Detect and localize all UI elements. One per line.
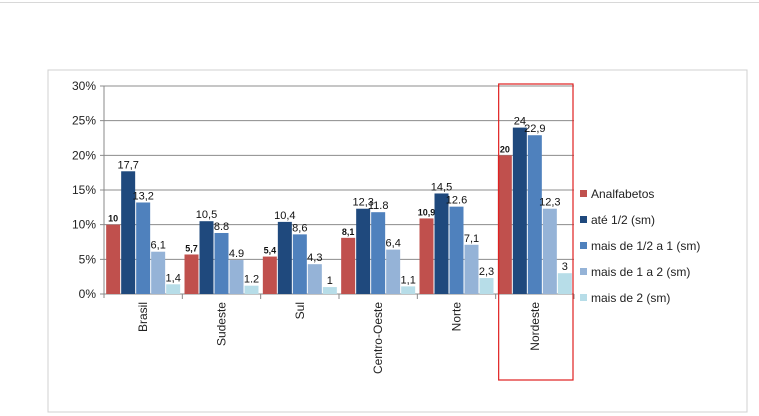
data-label: 1 <box>327 275 333 287</box>
legend-swatch <box>580 190 587 197</box>
data-label: 4.9 <box>229 248 244 260</box>
data-label: 12.6 <box>446 195 467 207</box>
data-label: 12,3 <box>539 197 560 209</box>
data-label: 22,9 <box>524 123 545 135</box>
x-axis: Brasil Sudeste Sul Centro-Oeste Norte Nordest… <box>136 294 575 374</box>
bar <box>136 202 151 294</box>
bar <box>542 208 557 294</box>
bar <box>121 171 136 294</box>
data-label: 6,4 <box>386 238 401 250</box>
data-label: 10,4 <box>274 210 295 222</box>
bar <box>419 218 434 294</box>
legend-label: mais de 2 (sm) <box>591 291 670 305</box>
data-label: 13,2 <box>132 190 153 202</box>
bar <box>557 273 572 294</box>
y-tick-label: 20% <box>72 148 96 162</box>
bar <box>464 244 479 294</box>
data-label: 10,9 <box>418 207 436 217</box>
bar <box>277 221 292 294</box>
legend-label: até 1/2 (sm) <box>591 213 655 227</box>
data-label: 12,3 <box>352 197 373 209</box>
legend-label: Analfabetos <box>591 187 654 201</box>
bar <box>386 249 401 294</box>
legend-swatch <box>580 294 587 301</box>
y-tick-label: 30% <box>72 79 96 93</box>
data-label: 24 <box>514 116 526 128</box>
highlight-box <box>498 83 574 381</box>
data-label: 10,5 <box>196 209 217 221</box>
legend-swatch <box>580 268 587 275</box>
data-label: 2,3 <box>479 266 494 278</box>
bar <box>106 224 121 294</box>
bar <box>434 193 449 294</box>
bar <box>184 254 199 294</box>
highlight <box>498 83 574 381</box>
y-axis: 0% 5% 10% 15% 20% 25% 30% <box>72 79 105 301</box>
bar <box>527 135 542 294</box>
legend-swatch <box>580 216 587 223</box>
data-label: 5,7 <box>185 243 198 253</box>
bar <box>341 237 356 294</box>
data-label: 4,3 <box>307 252 322 264</box>
x-category-label: Sul <box>293 302 307 319</box>
bar <box>322 287 337 294</box>
data-label: 11.8 <box>368 200 389 212</box>
data-label: 8,6 <box>292 222 307 234</box>
x-category-label: Brasil <box>136 302 150 332</box>
bar <box>244 285 259 294</box>
bar <box>371 212 386 294</box>
data-label: 1,4 <box>166 272 181 284</box>
bar <box>151 251 166 294</box>
bar <box>356 208 371 294</box>
bar <box>166 284 181 294</box>
y-tick-label: 10% <box>72 218 96 232</box>
data-label: 20 <box>500 144 510 154</box>
data-label: 3 <box>562 261 568 273</box>
gridlines <box>100 85 574 295</box>
x-category-label: Nordeste <box>528 302 542 351</box>
bar <box>292 234 307 294</box>
legend-label: mais de 1 a 2 (sm) <box>591 265 690 279</box>
bars: 1017,713,26,11,45,710,58.84.91.25,410,48… <box>106 116 572 294</box>
data-label: 7,1 <box>464 233 479 245</box>
data-label: 1,1 <box>401 274 416 286</box>
bar <box>449 206 464 294</box>
x-category-label: Sudeste <box>215 302 229 346</box>
bar <box>214 232 229 294</box>
data-label: 8,1 <box>342 227 355 237</box>
y-tick-label: 0% <box>79 287 97 301</box>
data-label: 14,5 <box>431 181 452 193</box>
x-category-label: Centro-Oeste <box>371 302 385 374</box>
legend-swatch <box>580 242 587 249</box>
bar <box>401 286 416 294</box>
bar <box>262 256 277 294</box>
legend: Analfabetos até 1/2 (sm) mais de 1/2 a 1 (… <box>580 187 700 305</box>
data-label: 8.8 <box>214 221 229 233</box>
data-label: 5,4 <box>264 246 277 256</box>
y-tick-label: 5% <box>79 252 97 266</box>
bar <box>199 221 214 294</box>
bar <box>512 127 527 294</box>
data-label: 17,7 <box>117 159 138 171</box>
bar <box>229 260 244 294</box>
chart-frame <box>47 69 748 413</box>
data-label: 10 <box>108 214 118 224</box>
y-tick-label: 15% <box>72 183 96 197</box>
legend-label: mais de 1/2 a 1 (sm) <box>591 239 700 253</box>
bar <box>307 264 322 294</box>
bar <box>497 155 512 294</box>
x-category-label: Norte <box>450 302 464 332</box>
top-divider <box>0 2 759 3</box>
data-label: 1.2 <box>244 274 259 286</box>
bar <box>479 278 494 294</box>
y-tick-label: 25% <box>72 114 96 128</box>
data-label: 6,1 <box>151 240 166 252</box>
